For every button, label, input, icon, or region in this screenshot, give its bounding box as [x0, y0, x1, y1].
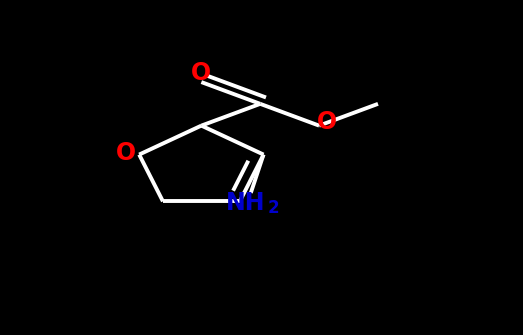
Text: NH: NH	[226, 191, 265, 215]
Text: O: O	[317, 110, 337, 134]
Text: 2: 2	[268, 199, 280, 217]
Text: O: O	[116, 141, 136, 165]
Text: O: O	[191, 61, 211, 85]
